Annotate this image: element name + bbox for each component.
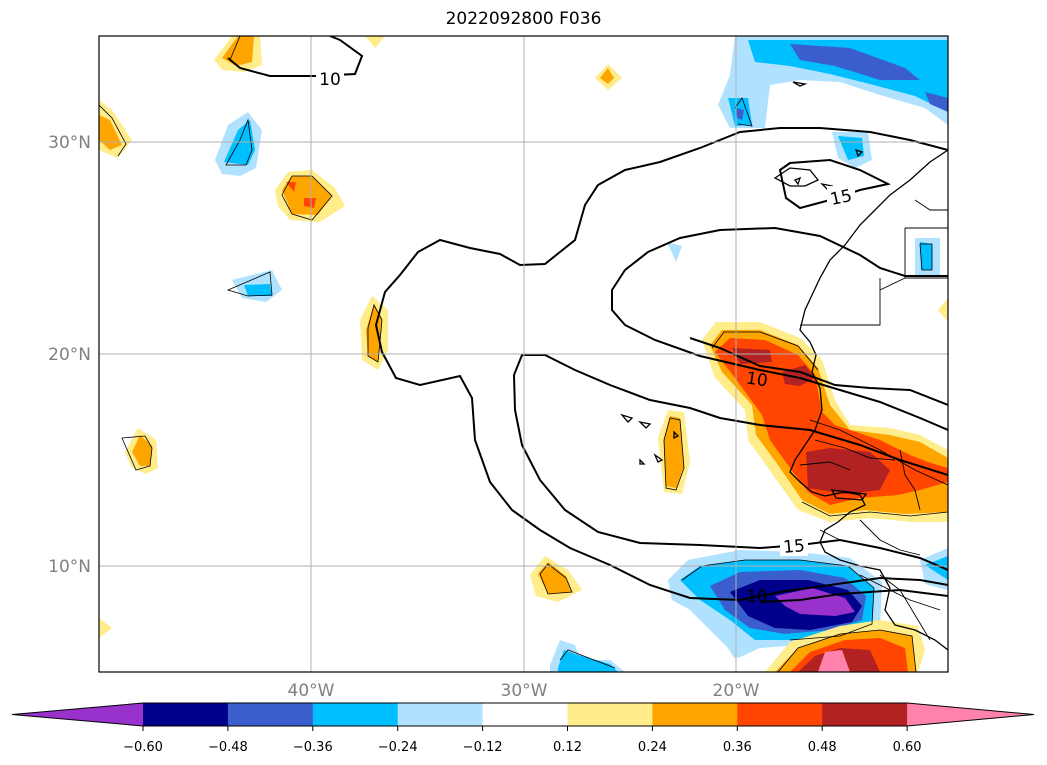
contour-label: 15 [829, 186, 854, 210]
lat-label: 20°N [48, 345, 91, 365]
blue-field-northeast-deep [790, 44, 920, 80]
cape-verde-islands [620, 413, 680, 465]
lat-label: 10°N [48, 557, 91, 577]
lon-label: 20°W [713, 681, 760, 701]
colorbar-segment [567, 703, 653, 726]
map-area: 10 15 10 15 10 [99, 36, 948, 672]
axis-labels: 30°N 20°N 10°N 40°W 30°W 20°W [48, 133, 760, 701]
shaded-fields [99, 36, 948, 672]
lon-label: 40°W [288, 681, 335, 701]
contour-15-canary [778, 158, 891, 210]
contour-label: 15 [782, 536, 805, 558]
colorbar-tick-label: −0.36 [293, 740, 333, 755]
colorbar-segment [737, 703, 823, 726]
contour-label: 10 [319, 70, 341, 90]
colorbar-segments [11, 702, 1035, 727]
lat-label: 30°N [48, 133, 91, 153]
colorbar-segment [397, 703, 484, 726]
colorbar-segment [652, 703, 738, 726]
contour-main-envelope [374, 127, 948, 602]
colorbar-tick-label: 0.36 [723, 740, 752, 755]
contour-label: 10 [746, 587, 768, 607]
contour-10-trough [689, 337, 948, 406]
colorbar-extend-low [12, 703, 143, 726]
contour-labels: 10 15 10 15 10 [316, 68, 855, 607]
colorbar-tick-label: −0.12 [463, 740, 503, 755]
gridlines [99, 36, 948, 672]
blue-field-northeast-core [748, 40, 948, 112]
map-frame [98, 35, 949, 673]
colorbar-tick-label: 0.24 [638, 740, 667, 755]
lon-label: 30°W [501, 681, 548, 701]
thin-contours [99, 36, 948, 672]
colorbar-extend-high [907, 703, 1034, 726]
map-title: 2022092800 F036 [445, 9, 602, 29]
colorbar-segment [822, 703, 908, 726]
colorbar-segment [312, 703, 399, 726]
contour-10-south [759, 588, 948, 603]
colorbar-tick-label: 0.48 [808, 740, 837, 755]
colorbar-tick-label: 0.60 [893, 740, 922, 755]
darkred-core-west-africa [806, 448, 890, 494]
contour-label: 10 [745, 369, 769, 392]
colorbar-tick-label: 0.12 [553, 740, 582, 755]
colorbar-segment [143, 703, 229, 726]
colorbar-tick-label: −0.60 [123, 740, 163, 755]
pink-core-south [818, 650, 850, 672]
colorbar: −0.60 −0.48 −0.36 −0.24 −0.12 0.12 0.24 0.36 0.4… [11, 702, 1035, 755]
colorbar-segment [482, 703, 568, 726]
contour-outer-ridge [611, 226, 948, 431]
colorbar-tick-label: −0.24 [378, 740, 418, 755]
coastlines [620, 81, 948, 651]
africa-coastline [789, 149, 948, 651]
colorbar-ticks: −0.60 −0.48 −0.36 −0.24 −0.12 0.12 0.24 0.36 0.4… [123, 726, 922, 755]
colorbar-tick-label: −0.48 [208, 740, 248, 755]
colorbar-segment [227, 703, 314, 726]
